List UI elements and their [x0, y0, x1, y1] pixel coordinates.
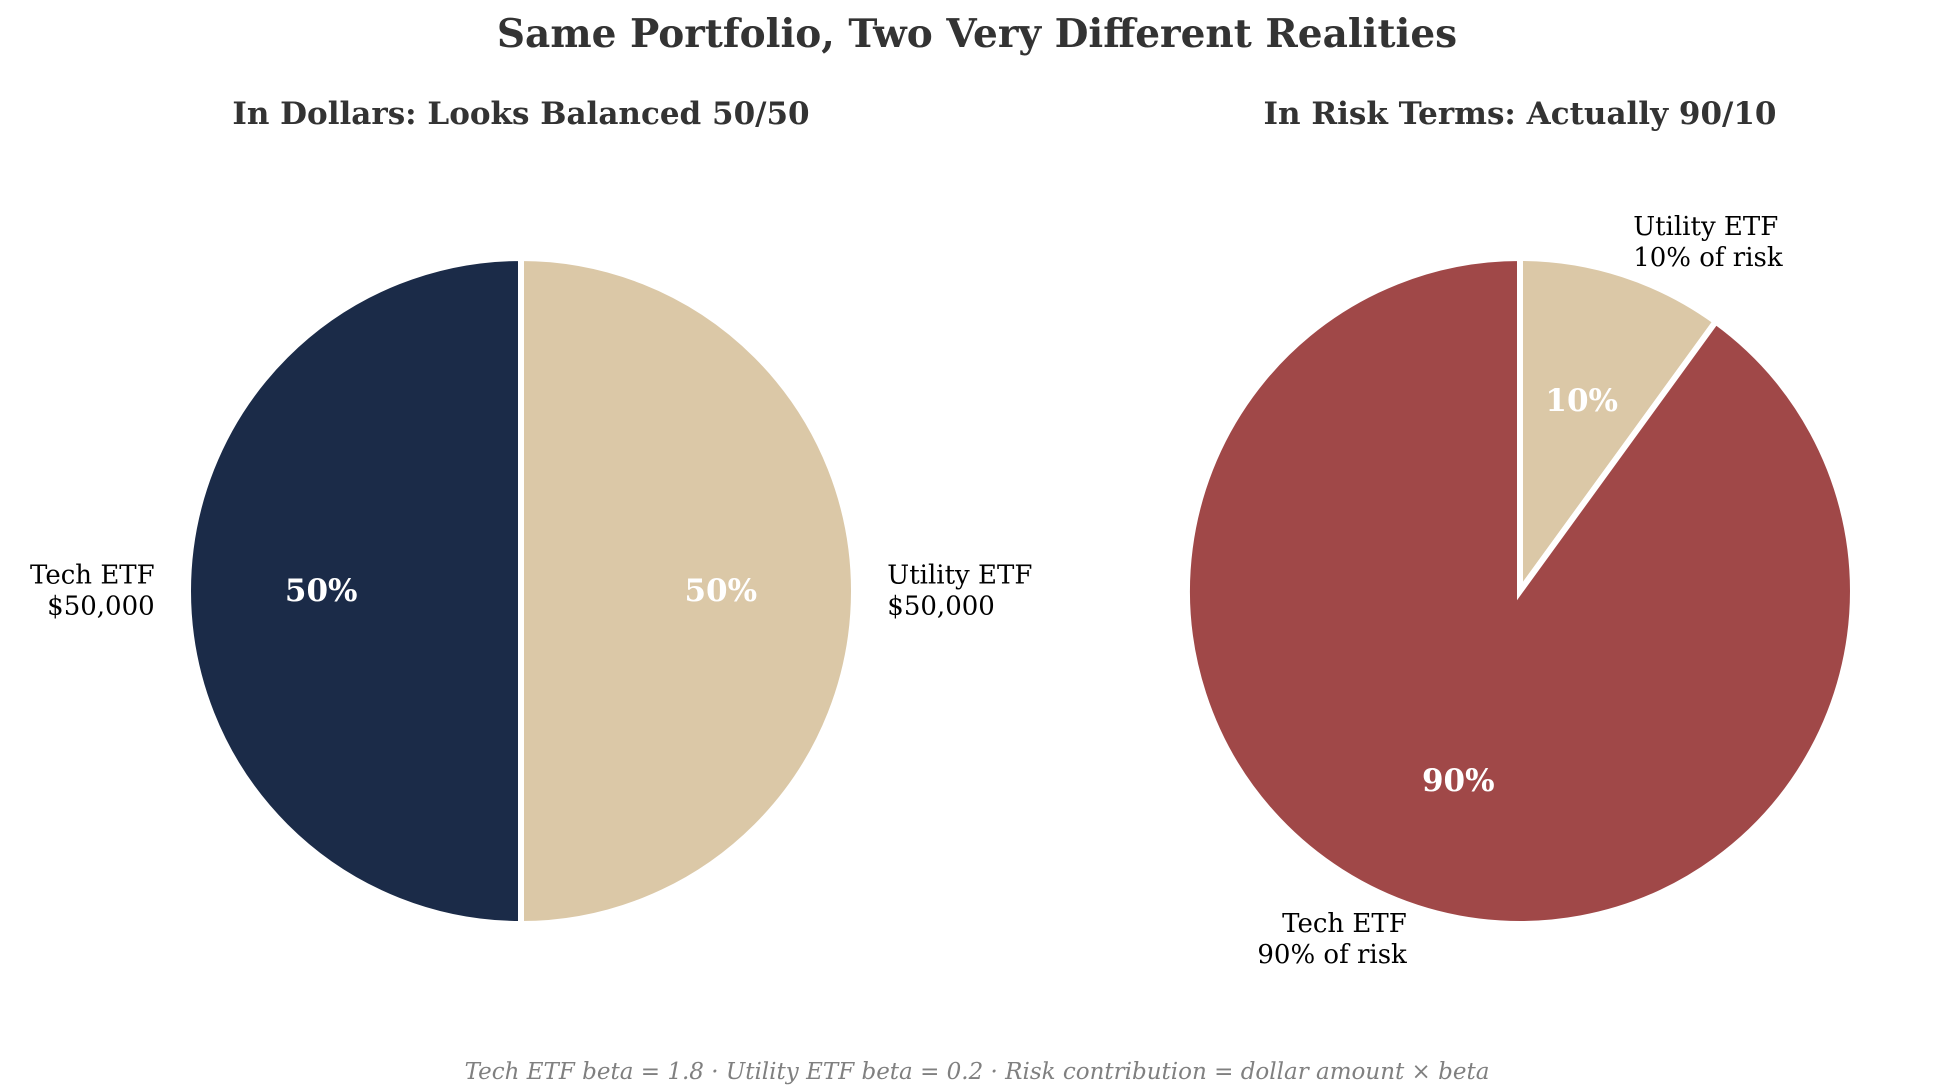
pie-outer-labels-risk: Utility ETF 10% of risk Tech ETF 90% of ris… [1257, 212, 1783, 970]
pie0-tech-etf-outer-label-line: Tech ETF [30, 561, 155, 591]
pie-chart-risk: In Risk Terms: Actually 90/10 10% 90% Uti… [1184, 96, 1856, 970]
pie1-tech-etf-outer-label: Tech ETF 90% of risk [1257, 909, 1407, 970]
pie-chart-dollars: In Dollars: Looks Balanced 50/50 50%50% … [30, 96, 1032, 928]
pie0-utility-etf-pct-label: 50% [684, 573, 757, 609]
pie0-utility-etf-outer-label-line: $50,000 [887, 592, 995, 622]
pie-title-risk: In Risk Terms: Actually 90/10 [1264, 96, 1777, 132]
footnote: Tech ETF beta = 1.8 · Utility ETF beta =… [465, 1059, 1490, 1085]
pie1-tech-etf-outer-label-line: Tech ETF [1282, 909, 1407, 939]
pie1-utility-etf-pct-label: 10% [1545, 383, 1618, 419]
pie-pct-labels-dollars: 50% 50% [285, 573, 757, 609]
pie0-tech-etf-outer-label: Tech ETF $50,000 [30, 561, 155, 622]
pie-pct-labels-risk: 10% 90% [1422, 383, 1618, 799]
pie1-utility-etf-outer-label-line: 10% of risk [1633, 243, 1783, 273]
pie0-tech-etf-outer-label-line: $50,000 [47, 592, 155, 622]
pie1-utility-etf-outer-label: Utility ETF 10% of risk [1633, 212, 1783, 273]
pie0-tech-etf-slice [185, 254, 524, 928]
pie-slices-risk [1184, 254, 1856, 927]
pie0-utility-etf-outer-label-line: Utility ETF [887, 561, 1032, 591]
figure-title: Same Portfolio, Two Very Different Reali… [497, 11, 1457, 57]
pie1-utility-etf-slice [1517, 254, 1720, 601]
pie1-tech-etf-slice [1184, 254, 1856, 927]
pie0-tech-etf-pct-label: 50% [285, 573, 358, 609]
pie1-utility-etf-outer-label-line: Utility ETF [1633, 212, 1778, 242]
pie0-utility-etf-slice [518, 254, 857, 928]
pie0-utility-etf-outer-label: Utility ETF $50,000 [887, 561, 1032, 622]
pie-slices-dollars [185, 254, 857, 928]
pie1-tech-etf-pct-label: 90% [1422, 763, 1495, 799]
pie1-tech-etf-outer-label-line: 90% of risk [1257, 940, 1407, 970]
pie-title-dollars: In Dollars: Looks Balanced 50/50 [232, 96, 809, 132]
